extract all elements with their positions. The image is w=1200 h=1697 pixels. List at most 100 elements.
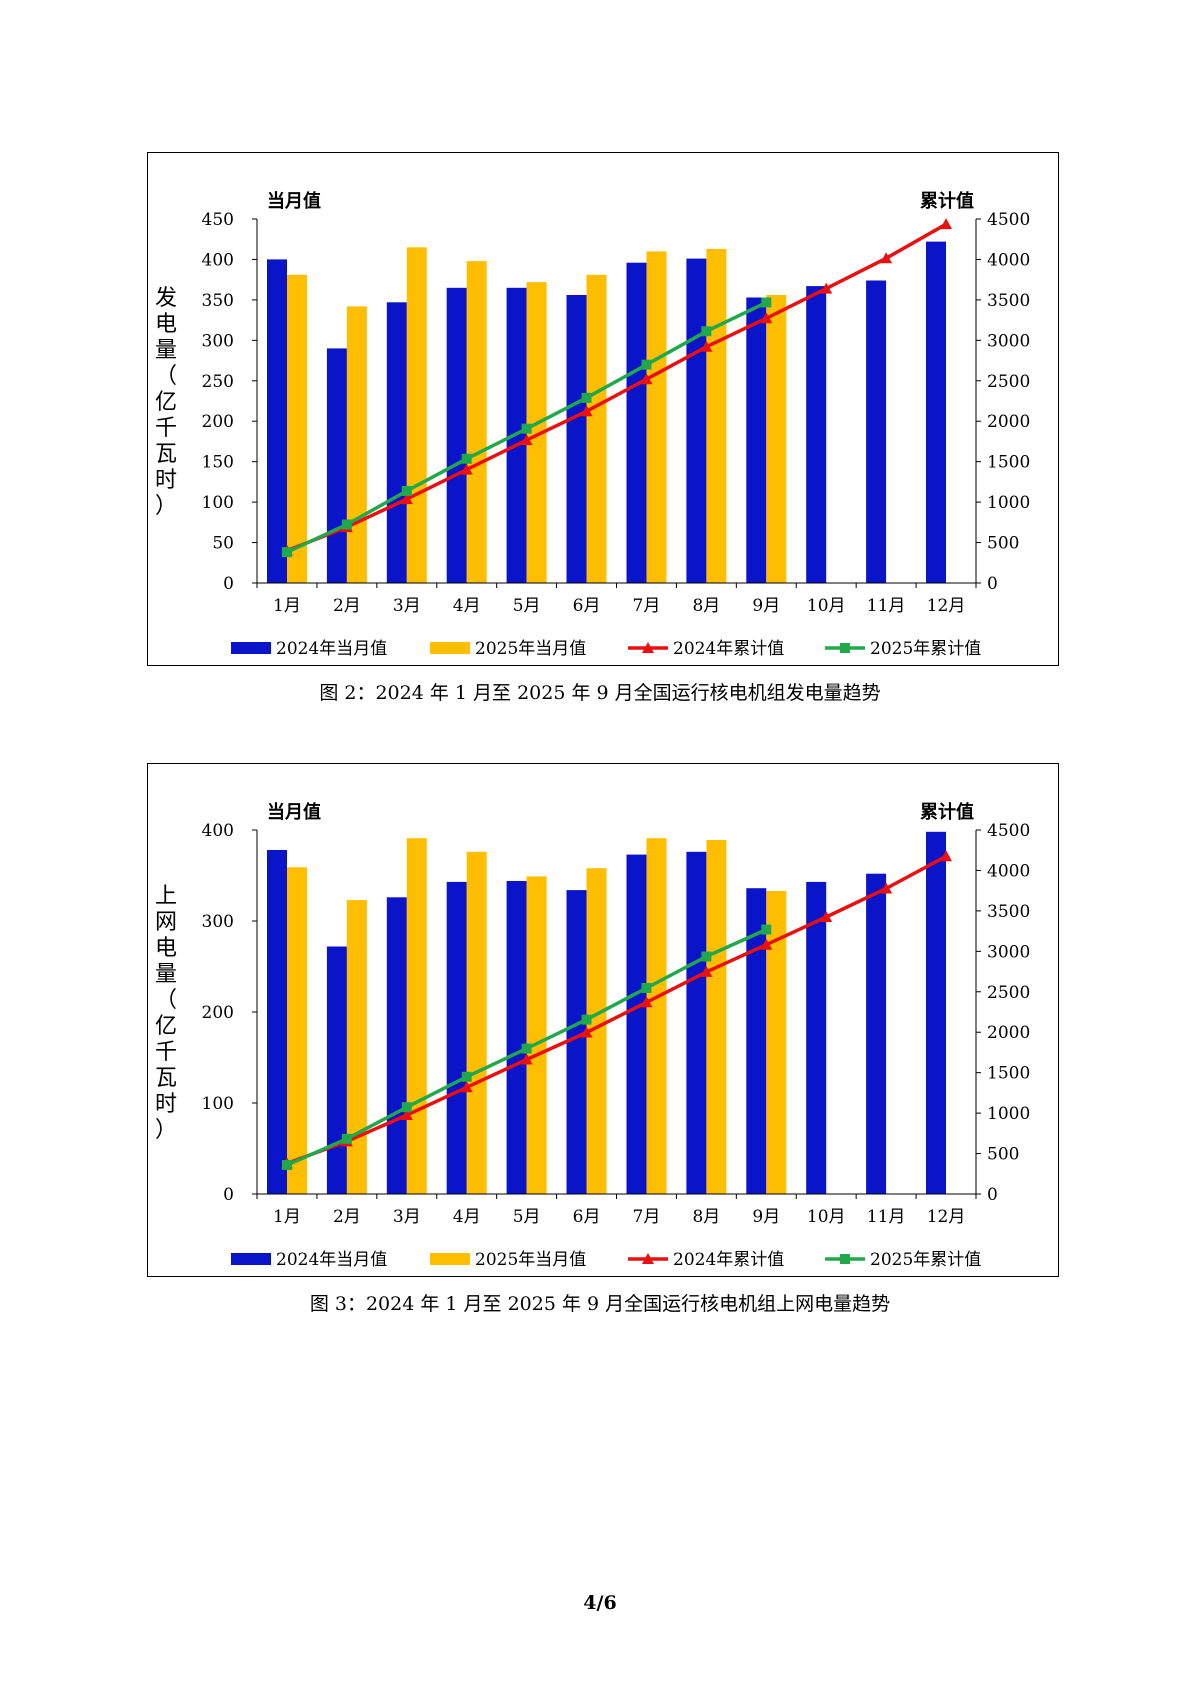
- chart-2-right-axis-title: 累计值: [920, 801, 974, 823]
- chart-1-left-tick-label: 250: [202, 372, 234, 392]
- chart-1-line-2025-marker-5: [521, 423, 532, 434]
- chart-2-bar-2025-9: [766, 891, 787, 1194]
- chart-2-bar-2025-2: [346, 900, 367, 1194]
- chart-1-line-2025-marker-9: [761, 297, 772, 308]
- chart-2-x-tick-label: 5月: [513, 1207, 541, 1227]
- chart-2-bar-2024-7: [626, 854, 647, 1194]
- chart-2-bar-2024-4: [446, 881, 467, 1194]
- chart-1-y-axis-label-char: 亿: [155, 390, 177, 415]
- chart-1-bar-2025-9: [766, 295, 787, 583]
- chart-1-legend-3-label: 2024年累计值: [673, 639, 784, 659]
- chart-2-line-2025-marker-8: [701, 951, 712, 962]
- chart-1-right-axis-title: 累计值: [920, 190, 974, 212]
- chart-1-legend-1-label: 2024年当月值: [276, 639, 387, 659]
- chart-1-y-axis-label-char: 发: [155, 286, 177, 311]
- chart-1-legend-1-swatch: [231, 642, 271, 654]
- chart-2-frame: 0 100 200 300 400 0 500 1000 1500 2000 2500 3000 350…: [147, 763, 1059, 1277]
- chart-1-line-2024-marker-12: [940, 218, 953, 230]
- chart-2-legend-4-label: 2025年累计值: [870, 1250, 981, 1270]
- chart-1-x-tick-label: 12月: [927, 596, 966, 616]
- chart-2-bar-2025-1: [287, 867, 307, 1194]
- chart-2-line-2024-marker-9: [760, 938, 773, 950]
- chart-2-line-2025-marker-3: [401, 1102, 412, 1113]
- chart-2-y-axis-label-char: 量: [155, 962, 177, 987]
- chart-2-bar-2025-7: [646, 838, 667, 1194]
- chart-1-line-2025-marker-6: [581, 392, 592, 403]
- chart-2-left-tick-label: 300: [202, 912, 234, 932]
- chart-2-legend-1-swatch: [231, 1253, 271, 1265]
- chart-1-x-tick-label: 4月: [453, 596, 481, 616]
- chart-2-y-axis-label-char: 时: [155, 1092, 177, 1117]
- chart-1-bar-2024-7: [626, 262, 647, 583]
- chart-2-bar-2025-6: [586, 868, 607, 1194]
- chart-1-y-axis-label-char: 时: [155, 468, 177, 493]
- chart-1-bar-2024-8: [686, 258, 707, 583]
- chart-2-bar-2025-3: [406, 838, 427, 1194]
- chart-1-left-tick-label: 300: [202, 331, 234, 351]
- chart-1-line-2025-marker-2: [341, 519, 352, 530]
- chart-2-line-2025-marker-1: [281, 1159, 292, 1170]
- chart-2-line-2024-marker-5: [520, 1053, 533, 1065]
- chart-2-line-2025-marker-5: [521, 1043, 532, 1054]
- chart-2-line-2024: [286, 854, 947, 1166]
- chart-1-right-tick-label: 4500: [987, 210, 1030, 230]
- chart-1-y-axis-label-char: ）: [155, 494, 177, 519]
- chart-1-right-tick-label: 2000: [987, 412, 1030, 432]
- chart-1-line-2024: [286, 222, 947, 553]
- chart-1-bar-2025-2: [346, 306, 367, 583]
- chart-1-x-tick-label: 5月: [513, 596, 541, 616]
- chart-2-line-2025-marker-4: [461, 1071, 472, 1082]
- chart-1-right-tick-label: 1500: [987, 453, 1030, 473]
- chart-1-y-axis-label-char: 量: [155, 338, 177, 363]
- chart-1-line-2025-marker-8: [701, 326, 712, 337]
- chart-2-line-2025-marker-7: [641, 982, 652, 993]
- chart-2-legend-3-marker: [642, 1253, 654, 1264]
- chart-2-line-2025-marker-9: [761, 924, 772, 935]
- chart-1-line-2025-marker-3: [401, 485, 412, 496]
- chart-2-y-axis-label-char: 网: [155, 910, 177, 935]
- chart-2-left-tick-label: 200: [202, 1003, 234, 1023]
- chart-1-x-tick-label: 8月: [692, 596, 720, 616]
- chart-1-right-tick-label: 2500: [987, 372, 1030, 392]
- chart-2-line-2024-marker-6: [580, 1026, 593, 1038]
- chart-2-bar-2024-12: [926, 831, 946, 1194]
- page-number: 4/6: [583, 1592, 617, 1614]
- chart-2-y-axis-label-char: （: [155, 988, 177, 1013]
- chart-2-left-tick-label: 400: [202, 821, 234, 841]
- chart-2-y-axis-label-char: 亿: [155, 1014, 177, 1039]
- chart-1-y-axis-label: 发电量（亿千瓦时）: [155, 286, 177, 519]
- chart-1-x-tick-label: 9月: [752, 596, 780, 616]
- chart-2-x-tick-label: 4月: [453, 1207, 481, 1227]
- chart-2-legend-2-label: 2025年当月值: [475, 1250, 586, 1270]
- chart-2-x-tick-label: 3月: [393, 1207, 421, 1227]
- chart-1-left-tick-label: 350: [202, 291, 234, 311]
- chart-1-y-axis-label-char: 瓦: [155, 442, 177, 467]
- chart-2-bar-2024-3: [386, 897, 407, 1194]
- chart-1-legend-4-marker: [840, 643, 850, 653]
- chart-1-right-tick-label: 500: [987, 534, 1019, 554]
- chart-2-x-tick-label: 6月: [573, 1207, 601, 1227]
- chart-1-right-tick-label: 3500: [987, 291, 1030, 311]
- chart-1-frame: 0 50 100 150 200 250 300 350 400 450 0 500 1000 1500 2…: [147, 152, 1059, 666]
- chart-2-bar-2025-8: [706, 840, 727, 1194]
- chart-1-left-tick-label: 100: [202, 493, 234, 513]
- chart-1-line-2024-marker-9: [760, 312, 773, 324]
- chart-2-bar-2024-8: [686, 851, 707, 1194]
- chart-1-left-axis-title: 当月值: [267, 190, 321, 212]
- chart-2-line-2024-marker-11: [880, 882, 893, 894]
- chart-2-bar-2024-10: [806, 881, 827, 1194]
- chart-2-bar-2024-9: [746, 888, 767, 1194]
- chart-2-y-axis-label-char: 瓦: [155, 1066, 177, 1091]
- chart-1-legend-2-label: 2025年当月值: [475, 639, 586, 659]
- chart-2-right-tick-label: 3000: [987, 942, 1030, 962]
- chart-1-x-tick-label: 6月: [573, 596, 601, 616]
- chart-1-right-tick-label: 3000: [987, 331, 1030, 351]
- chart-2-right-tick-label: 4000: [987, 861, 1030, 881]
- chart-2-line-2024-marker-3: [400, 1109, 413, 1121]
- chart-1-legend-3-marker: [642, 642, 654, 653]
- chart-2-bar-2024-6: [566, 890, 587, 1194]
- chart-1-legend-2-swatch: [430, 642, 470, 654]
- chart-1-bar-2024-12: [926, 241, 946, 583]
- chart-2-x-tick-label: 2月: [333, 1207, 361, 1227]
- chart-1-bar-2024-10: [806, 286, 827, 583]
